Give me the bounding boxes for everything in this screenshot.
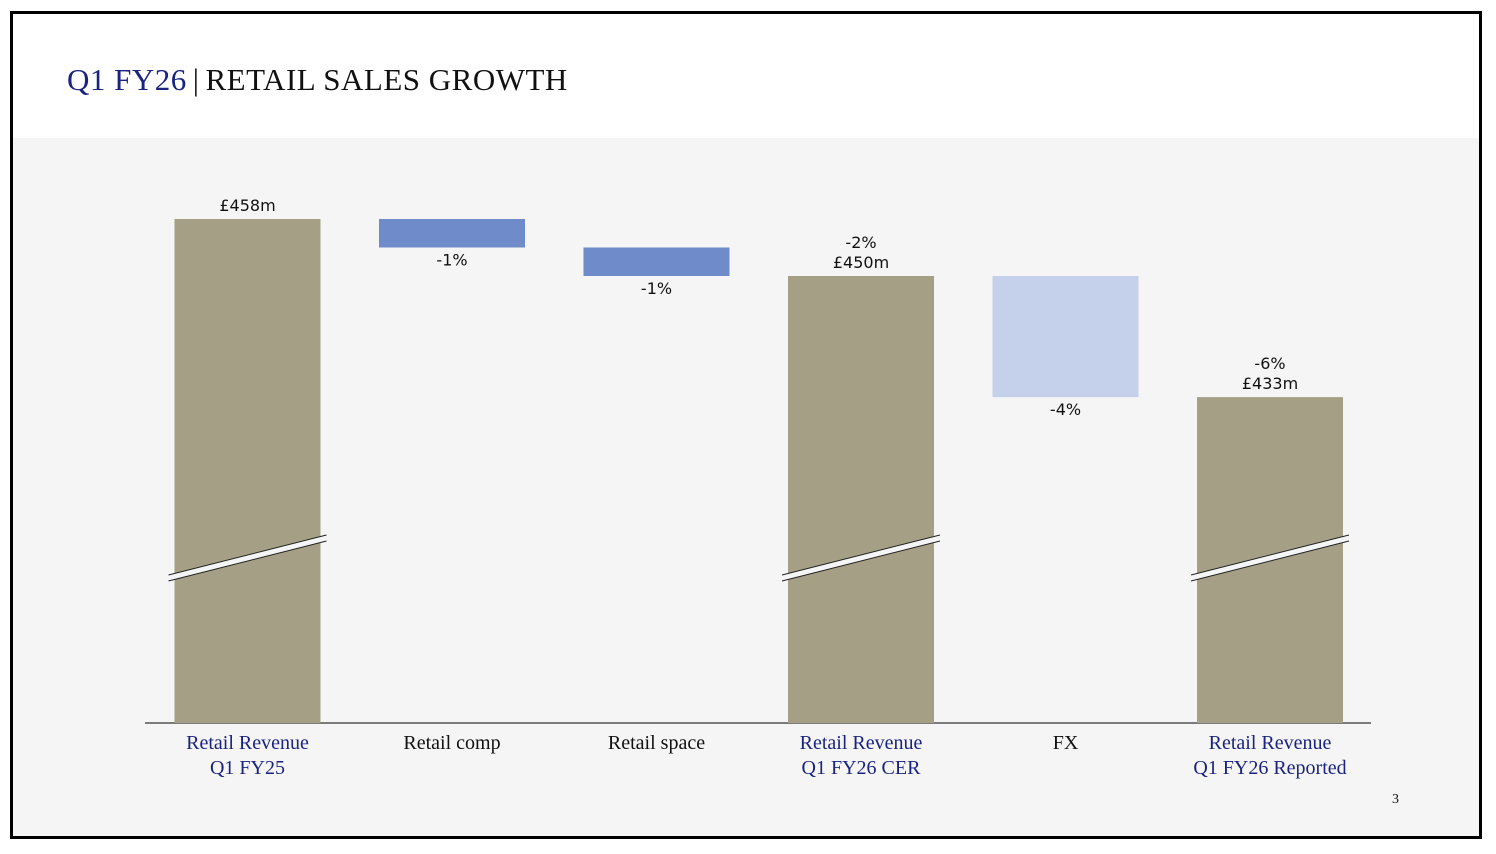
data-label: -1% bbox=[641, 279, 672, 298]
bar-total-3 bbox=[788, 276, 934, 723]
data-label: -1% bbox=[436, 251, 467, 270]
category-label: Q1 FY26 CER bbox=[802, 757, 922, 779]
axis-break-line bbox=[1190, 540, 1350, 582]
category-label: Retail Revenue bbox=[800, 732, 923, 754]
bar-step-2 bbox=[583, 247, 730, 276]
axis-break-line bbox=[168, 534, 327, 576]
axis-break-line bbox=[781, 540, 941, 582]
slide-frame: Q1 FY26 | RETAIL SALES GROWTH £458m Retail … bbox=[10, 11, 1482, 839]
data-label: -2% bbox=[845, 233, 876, 252]
data-label: -4% bbox=[1050, 400, 1081, 419]
axis-break-gap bbox=[1191, 535, 1349, 581]
slide-title: Q1 FY26 | RETAIL SALES GROWTH bbox=[67, 62, 568, 98]
data-label: £433m bbox=[1242, 374, 1298, 393]
data-label: £458m bbox=[219, 196, 275, 215]
data-label: -6% bbox=[1254, 354, 1285, 373]
chart-panel: £458m Retail Revenue Q1 FY25 -1% Retail comp… bbox=[13, 138, 1479, 836]
bar-total-0 bbox=[174, 219, 321, 723]
category-label: Q1 FY25 bbox=[210, 757, 285, 779]
axis-break-line bbox=[1190, 534, 1350, 576]
axis-break-line bbox=[781, 534, 941, 576]
title-text: RETAIL SALES GROWTH bbox=[205, 62, 568, 97]
slide-header: Q1 FY26 | RETAIL SALES GROWTH bbox=[13, 14, 1479, 138]
category-label: Retail space bbox=[608, 732, 705, 754]
category-label: Q1 FY26 Reported bbox=[1193, 757, 1346, 779]
category-label: Retail Revenue bbox=[1209, 732, 1332, 754]
category-label: FX bbox=[1053, 732, 1079, 754]
category-label: Retail Revenue bbox=[186, 732, 309, 754]
category-label: Retail comp bbox=[403, 732, 500, 754]
bar-step-1 bbox=[379, 219, 525, 248]
bar-step-4 bbox=[992, 276, 1139, 398]
page-number: 3 bbox=[1392, 792, 1399, 807]
axis-break-gap bbox=[782, 535, 940, 581]
axis-break-gap bbox=[168, 535, 327, 581]
title-separator: | bbox=[192, 62, 200, 97]
axis-break-line bbox=[168, 540, 327, 582]
data-label: £450m bbox=[833, 253, 889, 272]
title-period: Q1 FY26 bbox=[67, 62, 187, 97]
waterfall-chart: £458m Retail Revenue Q1 FY25 -1% Retail comp… bbox=[145, 196, 1371, 779]
